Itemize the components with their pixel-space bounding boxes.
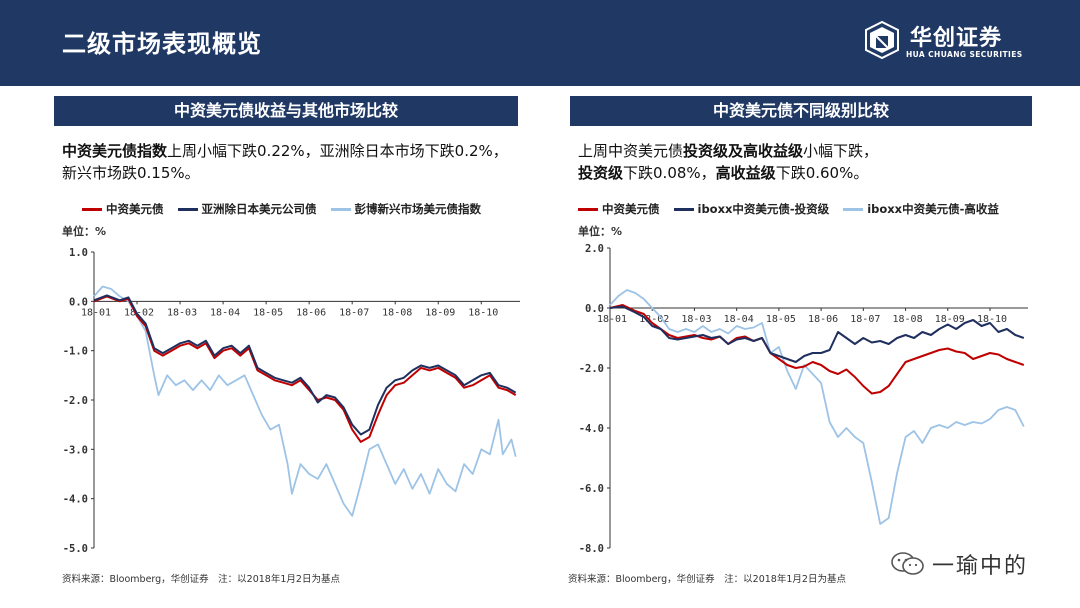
- legend-label: 亚洲除日本美元公司债: [201, 202, 317, 216]
- y-tick-label: -3.0: [63, 444, 88, 456]
- y-tick-label: -4.0: [63, 494, 88, 506]
- right-desc-bold: 高收益级: [715, 164, 776, 182]
- page-title: 二级市场表现概览: [62, 30, 262, 58]
- series-line-0: [609, 304, 1025, 395]
- right-desc-bold: 投资级: [578, 164, 624, 182]
- y-tick-label: 0.0: [585, 303, 604, 315]
- series-line-1: [93, 294, 517, 436]
- x-tick-label: 18-06: [808, 314, 838, 325]
- y-tick-label: -6.0: [579, 483, 604, 495]
- x-tick-label: 18-05: [253, 307, 283, 318]
- legend-swatch-red: [82, 207, 102, 211]
- y-tick-label: -5.0: [63, 543, 88, 555]
- legend-item: iboxx中资美元债-高收益: [843, 201, 999, 217]
- legend-swatch-navy: [177, 207, 198, 211]
- left-section-title: 中资美元债收益与其他市场比较: [54, 96, 518, 126]
- legend-label: iboxx中资美元债-投资级: [697, 202, 830, 216]
- left-legend: 中资美元债 亚洲除日本美元公司债 彭博新兴市场美元债指数: [82, 199, 495, 219]
- y-tick-label: -1.0: [63, 346, 88, 358]
- x-tick-label: 18-02: [639, 314, 669, 325]
- y-tick-label: -2.0: [579, 363, 604, 375]
- x-tick-label: 18-03: [167, 307, 197, 318]
- legend-label: 中资美元债: [106, 202, 164, 216]
- y-tick-label: -2.0: [63, 395, 88, 407]
- y-tick-label: -4.0: [579, 423, 604, 435]
- right-section-title: 中资美元债不同级别比较: [570, 96, 1032, 126]
- x-tick-label: 18-02: [124, 307, 154, 318]
- right-source-note: 资料来源：Bloomberg，华创证券 注：以2018年1月2日为基点: [568, 574, 846, 585]
- legend-label: 中资美元债: [602, 202, 660, 216]
- series-line-2: [93, 285, 517, 517]
- series-line-2: [609, 289, 1025, 525]
- right-legend: 中资美元债 iboxx中资美元债-投资级 iboxx中资美元债-高收益: [578, 199, 1013, 219]
- series-line-1: [609, 305, 1025, 363]
- y-tick-label: -8.0: [579, 543, 604, 555]
- x-tick-label: 18-03: [681, 314, 711, 325]
- series-line-0: [93, 295, 517, 443]
- x-tick-label: 18-01: [81, 307, 111, 318]
- right-unit-label: 单位：%: [578, 225, 623, 238]
- x-tick-label: 18-09: [425, 307, 455, 318]
- logo-mark-icon: [865, 20, 899, 60]
- x-tick-label: 18-01: [597, 314, 627, 325]
- watermark-text: 一瑜中的: [932, 554, 1029, 579]
- right-desc-line2: 投资级下跌0.08%，高收益级下跌0.60%。: [578, 162, 1038, 184]
- x-tick-label: 18-05: [766, 314, 796, 325]
- legend-swatch-lightblue: [330, 207, 351, 211]
- x-tick-label: 18-06: [296, 307, 326, 318]
- logo-subtitle: HUA CHUANG SECURITIES: [906, 50, 1023, 59]
- x-tick-label: 18-04: [210, 307, 240, 318]
- left-desc-text: 上周小幅下跌0.22%，亚洲除日本市场下跌0.2%，新兴市场跌0.15%。: [62, 142, 508, 182]
- x-tick-label: 18-10: [977, 314, 1007, 325]
- left-source-note: 资料来源：Bloomberg，华创证券 注：以2018年1月2日为基点: [62, 574, 340, 585]
- legend-label: 彭博新兴市场美元债指数: [354, 202, 482, 216]
- legend-label: iboxx中资美元债-高收益: [867, 202, 999, 216]
- right-description: 上周中资美元债投资级及高收益级小幅下跌， 投资级下跌0.08%，高收益级下跌0.…: [578, 140, 1038, 184]
- right-desc-text: 下跌0.60%。: [775, 164, 869, 182]
- company-logo: 华创证券 HUA CHUANG SECURITIES: [862, 16, 1062, 72]
- x-tick-label: 18-07: [339, 307, 369, 318]
- right-desc-text: 下跌0.08%，: [623, 164, 716, 182]
- legend-swatch-lightblue: [843, 207, 864, 211]
- x-tick-label: 18-09: [935, 314, 965, 325]
- x-tick-label: 18-10: [468, 307, 498, 318]
- left-description: 中资美元债指数上周小幅下跌0.22%，亚洲除日本市场下跌0.2%，新兴市场跌0.…: [62, 140, 512, 184]
- legend-item: iboxx中资美元债-投资级: [673, 201, 830, 217]
- right-line-chart: 2.0 0.0 -2.0 -4.0 -6.0 -8.0 18-01 18-02 18-03 18-…: [579, 243, 1028, 555]
- legend-swatch-navy: [673, 207, 694, 211]
- x-tick-label: 18-08: [382, 307, 412, 318]
- legend-swatch-red: [578, 207, 598, 211]
- x-tick-label: 18-07: [850, 314, 880, 325]
- logo-text: 华创证券: [910, 26, 1003, 51]
- legend-item: 中资美元债: [578, 201, 660, 217]
- left-unit-label: 单位：%: [62, 225, 107, 238]
- wechat-icon: [891, 552, 924, 575]
- left-desc-bold: 中资美元债指数: [62, 142, 168, 160]
- left-line-chart: 1.0 0.0 -1.0 -2.0 -3.0 -4.0 -5.0 18-01 18-02 18-0…: [63, 247, 520, 555]
- legend-item: 亚洲除日本美元公司债: [177, 201, 317, 217]
- right-desc-text: 小幅下跌，: [803, 142, 879, 160]
- right-desc-bold: 投资级及高收益级: [683, 142, 804, 160]
- y-tick-label: 2.0: [585, 243, 604, 255]
- watermark: 一瑜中的: [890, 548, 1028, 580]
- x-tick-label: 18-04: [724, 314, 754, 325]
- y-tick-label: 1.0: [69, 247, 88, 259]
- header-bar: 二级市场表现概览 华创证券 HUA CHUANG SECURITIES: [0, 0, 1080, 86]
- y-tick-label: 0.0: [69, 296, 88, 308]
- right-desc-text: 上周中资美元债: [578, 142, 684, 160]
- right-desc-line1: 上周中资美元债投资级及高收益级小幅下跌，: [578, 140, 1038, 162]
- legend-item: 彭博新兴市场美元债指数: [330, 201, 482, 217]
- x-tick-label: 18-08: [893, 314, 923, 325]
- legend-item: 中资美元债: [82, 201, 164, 217]
